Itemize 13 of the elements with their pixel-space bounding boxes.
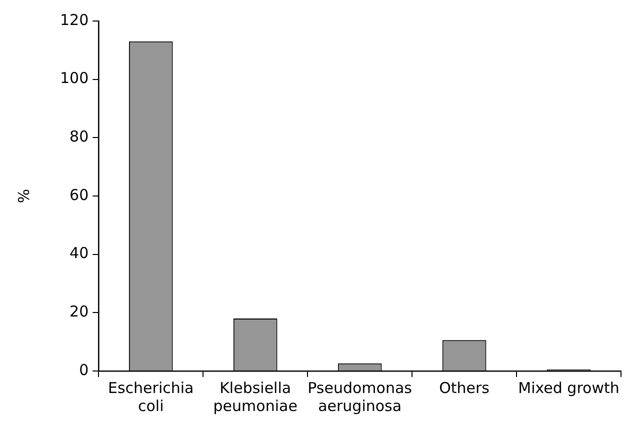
x-tick-label: Escherichia coli [108,378,194,415]
y-tick-label: 20 [70,302,89,321]
x-tick-label: Klebsiella peumoniae [213,378,298,415]
y-tick-label: 120 [60,10,89,29]
y-tick-label: 100 [60,69,89,88]
y-tick-label: 80 [70,128,89,146]
x-tick-label: Others [439,378,490,397]
y-tick-label: 40 [70,244,89,262]
y-tick-label: 0 [79,360,89,379]
x-tick-label: Mixed growth [518,378,620,397]
y-tick-label: 60 [70,186,89,204]
y-axis-title: % [14,188,33,204]
x-tick-label: Pseudomonas aeruginosa [308,378,412,415]
